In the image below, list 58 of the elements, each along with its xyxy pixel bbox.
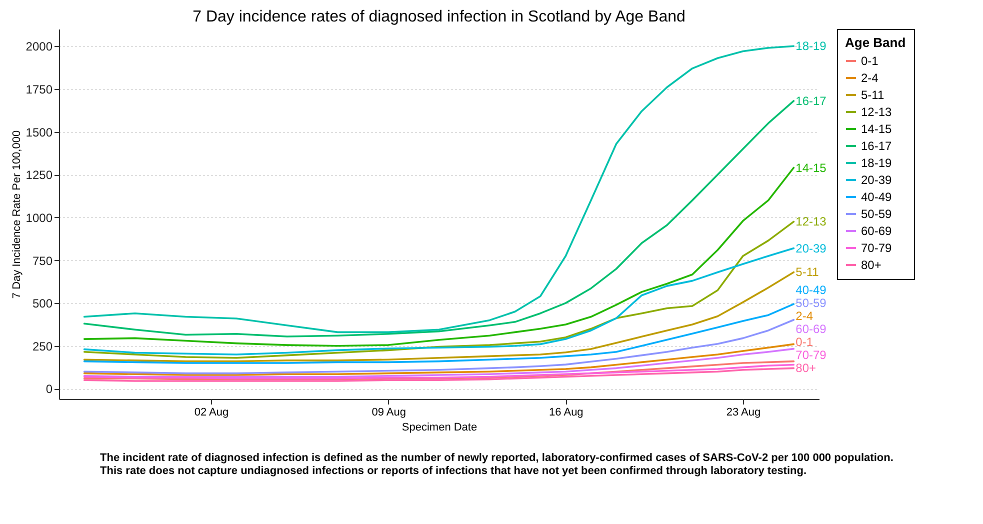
y-tick-label: 750 — [32, 254, 53, 268]
x-tick-label: 09 Aug — [372, 406, 406, 418]
legend-label: 5-11 — [861, 88, 884, 102]
y-tick-label: 0 — [46, 382, 53, 396]
line-series — [83, 45, 795, 334]
text: 14-15 — [796, 160, 826, 175]
legend-label: 20-39 — [861, 173, 892, 187]
legend-label: 12-13 — [861, 105, 892, 119]
line-series — [83, 348, 795, 378]
text: 60-69 — [796, 322, 826, 336]
text: 2-4 — [796, 309, 814, 324]
line-series — [83, 367, 795, 382]
x-tick-label: 02 Aug — [194, 406, 229, 418]
text: This rate does not capture undiagnosed infections or reports of infections that have not yet been confirmed through laboratory testing. — [100, 465, 808, 478]
x-axis-title: Specimen Date — [402, 422, 478, 434]
y-tick-label: 500 — [32, 296, 53, 311]
y-tick-label: 2000 — [26, 40, 53, 54]
legend-label: 16-17 — [861, 139, 892, 153]
line-series — [83, 360, 795, 380]
text: 16-17 — [796, 94, 826, 108]
line-series — [83, 318, 795, 374]
text: 70-79 — [796, 348, 826, 362]
text: 50-59 — [796, 296, 826, 310]
line-series — [83, 343, 795, 376]
text: 40-49 — [796, 283, 826, 298]
y-tick-label: 1000 — [26, 210, 53, 225]
line-series — [83, 364, 795, 380]
x-tick-label: 16 Aug — [549, 406, 584, 418]
legend-label: 14-15 — [861, 122, 892, 136]
y-tick-label: 1250 — [26, 168, 53, 182]
y-tick-label: 1500 — [26, 125, 53, 140]
text: 80+ — [796, 361, 816, 376]
x-tick-label: 23 Aug — [726, 406, 761, 418]
legend-label: 2-4 — [861, 71, 879, 85]
y-tick-label: 250 — [32, 339, 53, 354]
text: The incident rate of diagnosed infection is defined as the number of newly reported, laboratory-confirmed cases of SARS-CoV-2 per 100 000 population. — [100, 452, 894, 465]
line-series — [83, 247, 795, 356]
text: 18-19 — [796, 39, 826, 54]
y-tick-label: 1750 — [26, 82, 53, 96]
text: 12-13 — [796, 214, 826, 229]
legend-label: 60-69 — [861, 224, 892, 238]
y-axis-title: 7 Day Incidence Rate Per 100,000 — [10, 130, 23, 299]
line-series — [83, 166, 795, 347]
chart-title: 7 Day incidence rates of diagnosed infection in Scotland by Age Band — [192, 8, 686, 26]
line-series — [83, 271, 795, 362]
text: 20-39 — [796, 241, 826, 256]
legend-title: Age Band — [845, 35, 906, 50]
legend-label: 40-49 — [861, 190, 892, 204]
legend-label: 70-79 — [861, 241, 892, 255]
text: 0-1 — [796, 335, 814, 350]
line-series — [83, 303, 795, 364]
legend-label: 0-1 — [861, 54, 879, 68]
line-series — [83, 220, 795, 359]
line-series — [83, 100, 795, 338]
legend-label: 80+ — [861, 258, 882, 272]
legend-label: 50-59 — [861, 207, 892, 221]
legend-label: 18-19 — [861, 156, 892, 170]
text: 5-11 — [796, 265, 819, 280]
